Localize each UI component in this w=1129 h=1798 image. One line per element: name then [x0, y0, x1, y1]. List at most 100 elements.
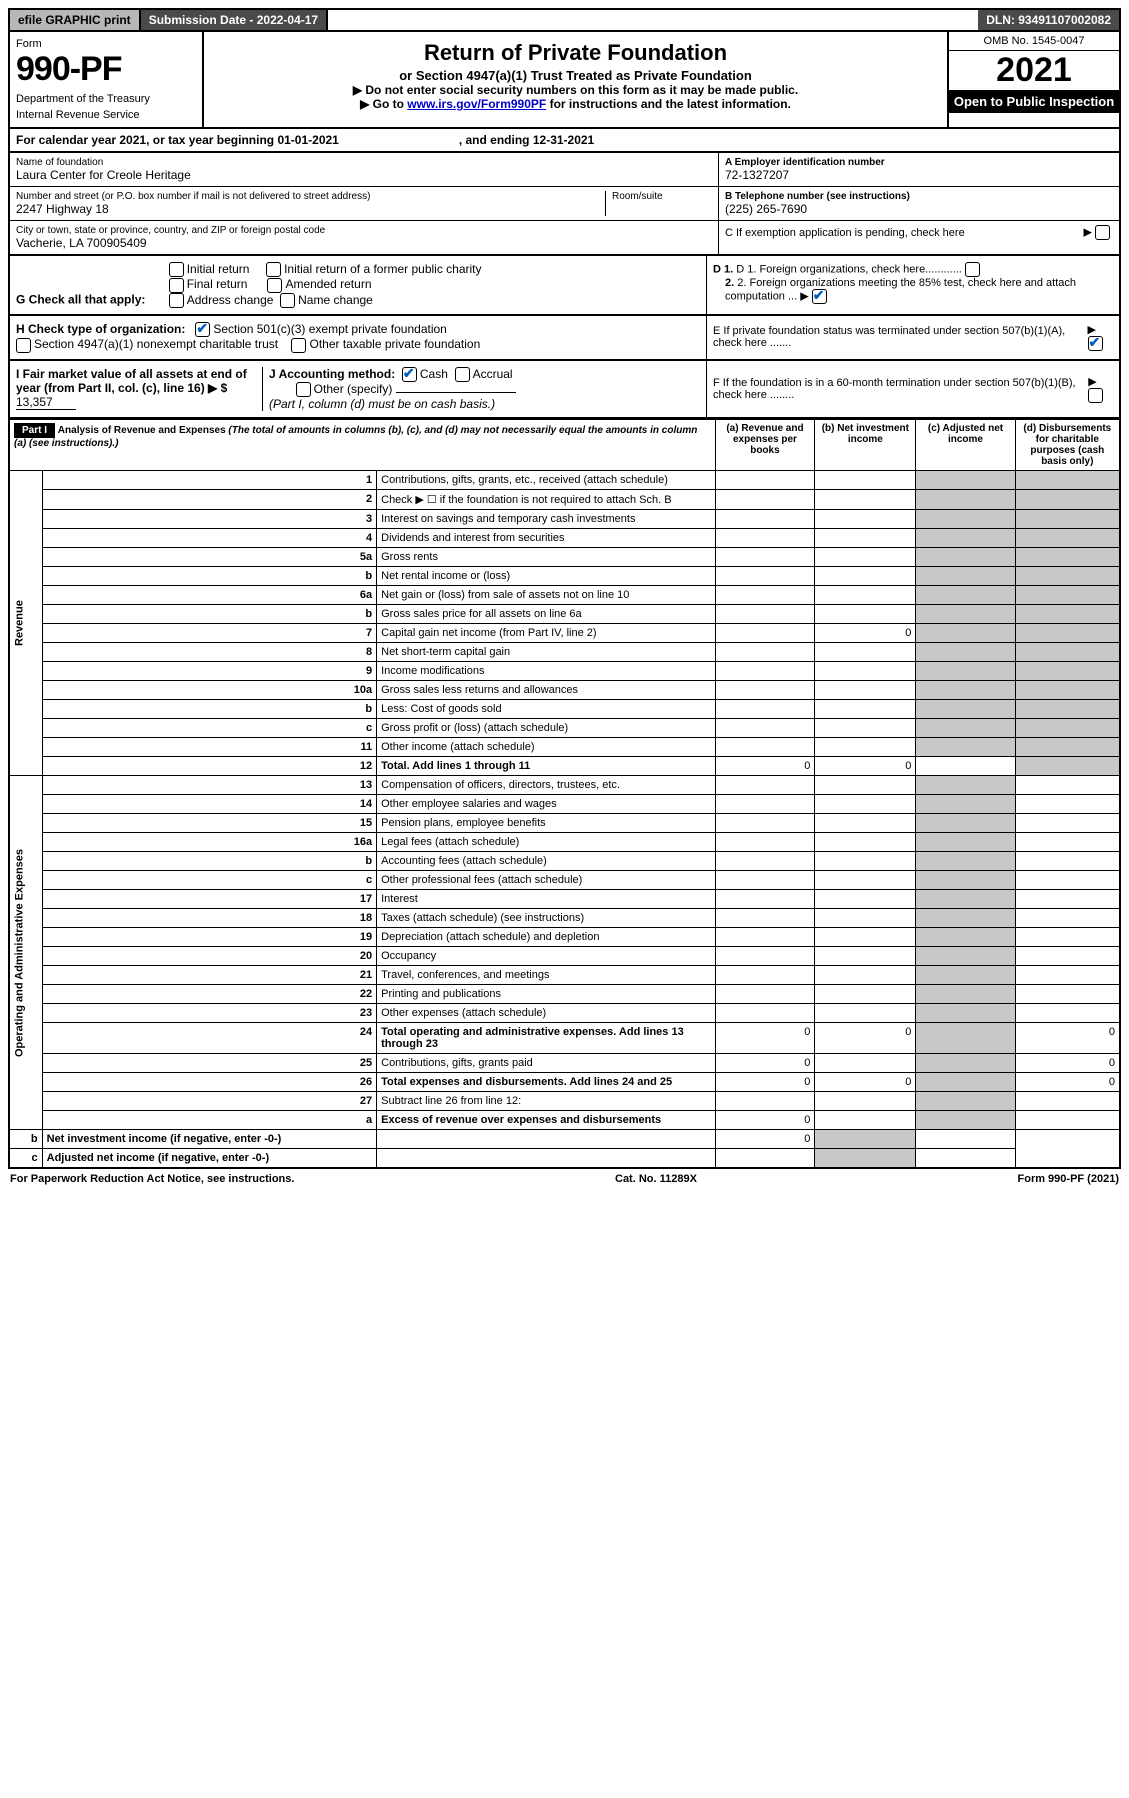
table-row: 10aGross sales less returns and allowanc…	[9, 681, 1120, 700]
amount-cell	[715, 1004, 815, 1023]
instructions-link[interactable]: www.irs.gov/Form990PF	[407, 97, 546, 111]
j-other-checkbox[interactable]	[296, 382, 311, 397]
amount-cell	[916, 947, 1015, 966]
line-number: 3	[42, 510, 377, 529]
amount-cell	[916, 1111, 1015, 1130]
d1-checkbox[interactable]	[965, 262, 980, 277]
submission-date: Submission Date - 2022-04-17	[141, 10, 328, 30]
c-checkbox[interactable]	[1095, 225, 1110, 240]
j-note: (Part I, column (d) must be on cash basi…	[269, 397, 495, 411]
line-desc: Subtract line 26 from line 12:	[377, 1092, 715, 1111]
table-row: 11Other income (attach schedule)	[9, 738, 1120, 757]
amount-cell	[1015, 662, 1120, 681]
amount-cell	[815, 1111, 916, 1130]
amount-cell	[1015, 548, 1120, 567]
amount-cell	[1015, 605, 1120, 624]
amount-cell	[815, 471, 916, 490]
amount-cell	[1015, 700, 1120, 719]
line-desc: Travel, conferences, and meetings	[377, 966, 715, 985]
amount-cell	[1015, 795, 1120, 814]
inspection-badge: Open to Public Inspection	[949, 90, 1119, 113]
g-initial-checkbox[interactable]	[169, 262, 184, 277]
table-row: 22Printing and publications	[9, 985, 1120, 1004]
table-row: 24Total operating and administrative exp…	[9, 1023, 1120, 1054]
amount-cell	[1015, 1092, 1120, 1111]
amount-cell	[1015, 643, 1120, 662]
amount-cell	[715, 662, 815, 681]
i-label: I Fair market value of all assets at end…	[16, 367, 247, 395]
g-amended-checkbox[interactable]	[267, 278, 282, 293]
amount-cell	[815, 928, 916, 947]
amount-cell	[377, 1130, 715, 1149]
amount-cell	[715, 548, 815, 567]
line-number: 25	[42, 1054, 377, 1073]
j-accrual-checkbox[interactable]	[455, 367, 470, 382]
d2-checkbox[interactable]	[812, 289, 827, 304]
table-row: 8Net short-term capital gain	[9, 643, 1120, 662]
line-number: 17	[42, 890, 377, 909]
col-d-header: (d) Disbursements for charitable purpose…	[1015, 420, 1120, 471]
h-other-checkbox[interactable]	[291, 338, 306, 353]
line-desc: Compensation of officers, directors, tru…	[377, 776, 715, 795]
amount-cell	[815, 871, 916, 890]
h-501c3-checkbox[interactable]	[195, 322, 210, 337]
paperwork-notice: For Paperwork Reduction Act Notice, see …	[10, 1173, 294, 1185]
amount-cell	[715, 719, 815, 738]
amount-cell	[815, 795, 916, 814]
col-c-header: (c) Adjusted net income	[916, 420, 1015, 471]
amount-cell	[715, 985, 815, 1004]
amount-cell	[916, 510, 1015, 529]
line-desc: Taxes (attach schedule) (see instruction…	[377, 909, 715, 928]
amount-cell	[1015, 681, 1120, 700]
city-label: City or town, state or province, country…	[16, 225, 712, 236]
g-name-checkbox[interactable]	[280, 293, 295, 308]
warning-2: ▶ Go to www.irs.gov/Form990PF for instru…	[210, 97, 941, 111]
amount-cell	[1015, 814, 1120, 833]
line-desc: Contributions, gifts, grants paid	[377, 1054, 715, 1073]
line-desc: Total. Add lines 1 through 11	[377, 757, 715, 776]
amount-cell	[916, 757, 1015, 776]
table-row: 27Subtract line 26 from line 12:	[9, 1092, 1120, 1111]
line-number: 21	[42, 966, 377, 985]
amount-cell	[1015, 471, 1120, 490]
table-row: bGross sales price for all assets on lin…	[9, 605, 1120, 624]
line-desc: Interest	[377, 890, 715, 909]
line-desc: Dividends and interest from securities	[377, 529, 715, 548]
table-row: 5aGross rents	[9, 548, 1120, 567]
ein: 72-1327207	[725, 168, 1113, 182]
form-ref: Form 990-PF (2021)	[1018, 1173, 1119, 1185]
table-row: 25Contributions, gifts, grants paid00	[9, 1054, 1120, 1073]
amount-cell	[916, 814, 1015, 833]
e-checkbox[interactable]	[1088, 336, 1103, 351]
f-checkbox[interactable]	[1088, 388, 1103, 403]
amount-cell: 0	[1015, 1054, 1120, 1073]
amount-cell	[916, 700, 1015, 719]
amount-cell	[715, 490, 815, 510]
h-4947-checkbox[interactable]	[16, 338, 31, 353]
line-number: 1	[42, 471, 377, 490]
j-cash-checkbox[interactable]	[402, 367, 417, 382]
g-former-checkbox[interactable]	[266, 262, 281, 277]
table-row: 3Interest on savings and temporary cash …	[9, 510, 1120, 529]
g-final-checkbox[interactable]	[169, 278, 184, 293]
amount-cell: 0	[815, 1023, 916, 1054]
amount-cell	[815, 985, 916, 1004]
amount-cell	[715, 586, 815, 605]
efile-label[interactable]: efile GRAPHIC print	[10, 10, 141, 30]
amount-cell	[916, 719, 1015, 738]
table-row: 7Capital gain net income (from Part IV, …	[9, 624, 1120, 643]
line-number: 24	[42, 1023, 377, 1054]
amount-cell	[916, 852, 1015, 871]
g-address-checkbox[interactable]	[169, 293, 184, 308]
g-row: G Check all that apply: Initial return I…	[8, 256, 1121, 316]
amount-cell: 0	[715, 1054, 815, 1073]
amount-cell	[916, 567, 1015, 586]
line-number: 5a	[42, 548, 377, 567]
amount-cell	[916, 928, 1015, 947]
addr-label: Number and street (or P.O. box number if…	[16, 191, 605, 202]
name-label: Name of foundation	[16, 157, 712, 168]
amount-cell	[1015, 490, 1120, 510]
room-label: Room/suite	[612, 191, 712, 202]
form-word: Form	[16, 38, 196, 50]
h-row: H Check type of organization: Section 50…	[8, 316, 1121, 361]
